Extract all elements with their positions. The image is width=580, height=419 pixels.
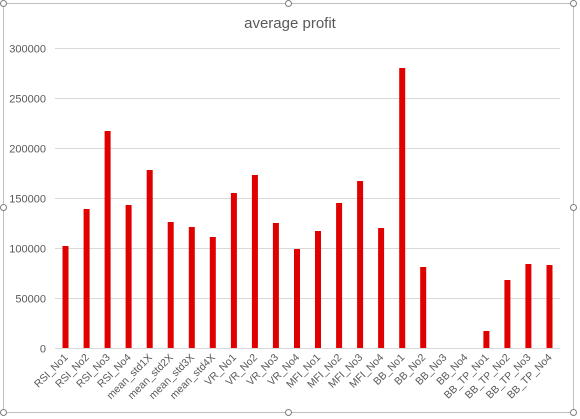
chart-area[interactable]: [3, 3, 574, 413]
bar[interactable]: [357, 181, 364, 348]
bar[interactable]: [336, 203, 343, 348]
bar[interactable]: [420, 267, 427, 348]
bar[interactable]: [167, 222, 174, 348]
chart-title: average profit: [244, 15, 337, 32]
resize-handle-middle-left[interactable]: [0, 204, 7, 211]
bar[interactable]: [83, 209, 90, 348]
y-tick-label: 250000: [9, 94, 46, 106]
bar[interactable]: [230, 193, 237, 348]
bar[interactable]: [504, 280, 511, 348]
x-axis: RSI_No1RSI_No2RSI_No3RSI_No4mean_std1Xme…: [32, 352, 555, 402]
y-tick-label: 0: [40, 344, 46, 356]
y-axis: 0 50000 100000 150000 200000 250000 300000: [9, 44, 46, 356]
bars: [62, 68, 553, 348]
bar[interactable]: [399, 68, 406, 348]
bar[interactable]: [62, 246, 69, 348]
bar[interactable]: [251, 175, 258, 348]
y-tick-label: 100000: [9, 244, 46, 256]
bar[interactable]: [104, 131, 111, 348]
resize-handle-middle-right[interactable]: [570, 204, 577, 211]
bar[interactable]: [294, 249, 300, 348]
bar[interactable]: [483, 331, 490, 348]
resize-handle-top-left[interactable]: [0, 0, 7, 7]
resize-handle-top-right[interactable]: [570, 0, 577, 7]
bar[interactable]: [525, 264, 532, 348]
bar[interactable]: [272, 223, 279, 348]
bar[interactable]: [378, 228, 385, 348]
bar[interactable]: [209, 237, 216, 348]
resize-handle-bottom-left[interactable]: [0, 409, 7, 416]
bar[interactable]: [188, 227, 195, 348]
resize-handle-bottom-center[interactable]: [285, 409, 292, 416]
y-tick-label: 200000: [9, 144, 46, 156]
y-tick-label: 150000: [9, 194, 46, 206]
resize-handle-bottom-right[interactable]: [570, 409, 577, 416]
y-tick-label: 300000: [9, 44, 46, 56]
y-tick-label: 50000: [15, 294, 46, 306]
resize-handle-top-center[interactable]: [285, 0, 292, 7]
bar[interactable]: [315, 231, 321, 348]
bar[interactable]: [546, 265, 553, 348]
gridlines: [55, 48, 560, 299]
bar[interactable]: [125, 205, 132, 348]
bar[interactable]: [146, 170, 153, 348]
